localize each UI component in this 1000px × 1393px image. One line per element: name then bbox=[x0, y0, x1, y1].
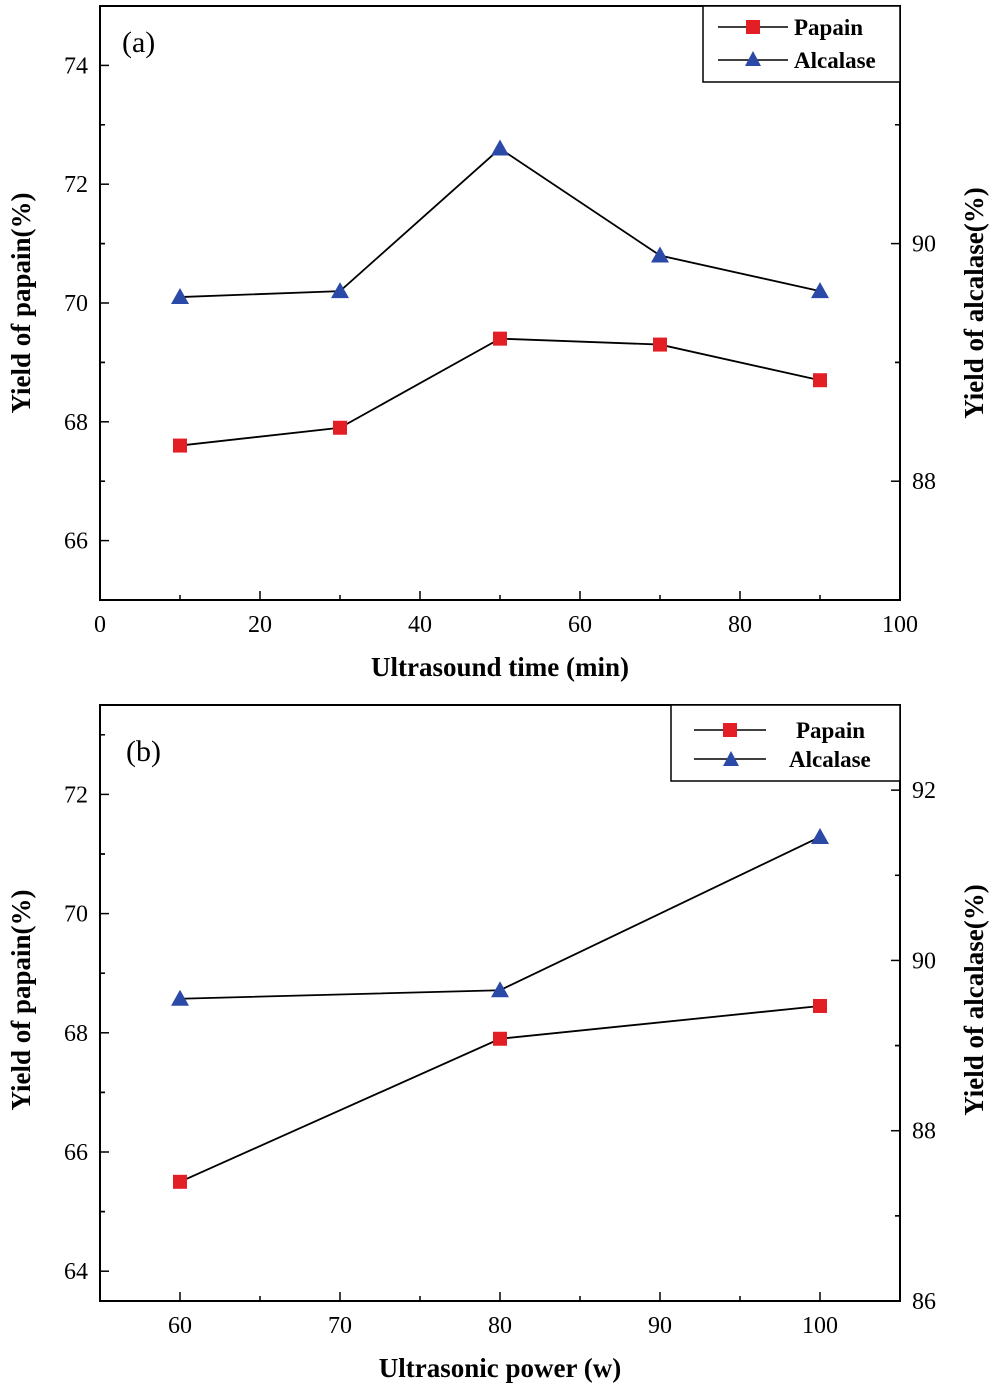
panel-a-series bbox=[171, 139, 829, 453]
panel-b-series bbox=[171, 827, 829, 1189]
panel-a-legend-alcalase-label: Alcalase bbox=[794, 48, 876, 73]
panel-b-chart: (b) 60 70 80 90 100 64 66 68 70 72 86 88 90 92 Ultras… bbox=[6, 704, 989, 1383]
panel-a-alcalase-point bbox=[491, 139, 509, 156]
panel-a-left-y-tick-label: 72 bbox=[64, 172, 88, 198]
panel-b-left-y-tick-label: 68 bbox=[64, 1021, 88, 1047]
panel-a-x-tick-label: 100 bbox=[882, 612, 918, 638]
panel-a-papain-point bbox=[813, 373, 827, 388]
panel-a-x-tick-label: 40 bbox=[408, 612, 432, 638]
panel-b-x-tick-label: 60 bbox=[168, 1313, 192, 1339]
panel-b-x-tick-label: 80 bbox=[488, 1313, 512, 1339]
panel-a-papain-point bbox=[493, 331, 507, 346]
panel-a-alcalase-point bbox=[651, 246, 669, 263]
panel-a-x-axis-title: Ultrasound time (min) bbox=[371, 652, 629, 682]
panel-b-right-axis-title: Yield of alcalase(%) bbox=[959, 884, 989, 1115]
panel-a-left-y-tick-label: 66 bbox=[64, 529, 88, 555]
panel-a-legend-alcalase-marker bbox=[745, 51, 761, 66]
panel-a-left-y-tick-label: 74 bbox=[64, 53, 88, 79]
panel-b-legend-papain-marker bbox=[723, 723, 737, 737]
panel-b-x-tick-label: 100 bbox=[802, 1313, 838, 1339]
panel-a-left-axis-title: Yield of papain(%) bbox=[6, 192, 36, 413]
panel-b-right-y-tick-label: 86 bbox=[912, 1289, 936, 1315]
panel-a-plot-frame bbox=[99, 5, 901, 601]
panel-b-ticks: 60 70 80 90 100 64 66 68 70 72 86 88 90 92 bbox=[64, 734, 936, 1339]
panel-b-right-y-tick-label: 92 bbox=[912, 778, 936, 804]
panel-b-legend-alcalase-label: Alcalase bbox=[789, 747, 871, 772]
panel-b-right-y-tick-label: 90 bbox=[912, 948, 936, 974]
panel-b-papain-point bbox=[813, 998, 827, 1013]
panel-b-label: (b) bbox=[126, 735, 161, 768]
panel-b-alcalase-point bbox=[811, 827, 829, 844]
panel-a-alcalase-point bbox=[331, 282, 349, 299]
panel-a-alcalase-point bbox=[171, 288, 189, 305]
panel-b-legend-papain-label: Papain bbox=[796, 718, 865, 743]
panel-a-right-y-tick-label: 90 bbox=[912, 232, 936, 258]
panel-b-x-tick-label: 90 bbox=[648, 1313, 672, 1339]
panel-a-right-y-tick-label: 88 bbox=[912, 469, 936, 495]
panel-b-alcalase-line bbox=[179, 836, 821, 1000]
panel-a-label: (a) bbox=[122, 26, 155, 59]
panel-a-papain-line bbox=[179, 337, 821, 447]
panel-a-chart: (a) 0 20 40 60 80 100 66 68 70 72 74 88 90 Ultrasoun… bbox=[6, 5, 989, 682]
panel-a-ticks: 0 20 40 60 80 100 66 68 70 72 74 88 90 bbox=[64, 53, 936, 638]
panel-b-left-y-tick-label: 70 bbox=[64, 902, 88, 928]
panel-a-x-tick-label: 0 bbox=[94, 612, 106, 638]
panel-b-x-tick-label: 70 bbox=[328, 1313, 352, 1339]
panel-a-right-axis-title: Yield of alcalase(%) bbox=[959, 187, 989, 418]
panel-b-legend: Papain Alcalase bbox=[670, 704, 901, 782]
panel-a-left-y-tick-label: 68 bbox=[64, 410, 88, 436]
panel-a-papain-point bbox=[653, 337, 667, 352]
panel-a-alcalase-point bbox=[811, 282, 829, 299]
panel-a-legend-papain-marker bbox=[746, 20, 760, 34]
panel-b-papain-point bbox=[493, 1031, 507, 1046]
panel-b-alcalase-point bbox=[491, 981, 509, 998]
panel-a-x-tick-label: 80 bbox=[728, 612, 752, 638]
panel-a-x-tick-label: 60 bbox=[568, 612, 592, 638]
panel-a-legend-box bbox=[702, 5, 901, 83]
panel-b-papain-point bbox=[173, 1174, 187, 1189]
panel-a-legend: Papain Alcalase bbox=[702, 5, 901, 83]
panel-b-legend-box bbox=[670, 704, 901, 782]
panel-a-papain-point bbox=[333, 420, 347, 435]
panel-b-plot-frame bbox=[99, 704, 901, 1302]
panel-a-x-tick-label: 20 bbox=[248, 612, 272, 638]
panel-a-left-y-tick-label: 70 bbox=[64, 291, 88, 317]
panel-a-alcalase-line bbox=[179, 147, 821, 298]
panel-b-x-axis-title: Ultrasonic power (w) bbox=[379, 1353, 621, 1383]
panel-b-legend-alcalase-marker bbox=[723, 751, 739, 766]
panel-b-alcalase-point bbox=[171, 989, 189, 1006]
panel-b-left-y-tick-label: 72 bbox=[64, 782, 88, 808]
panel-b-right-y-tick-label: 88 bbox=[912, 1119, 936, 1145]
panel-b-left-axis-title: Yield of papain(%) bbox=[6, 889, 36, 1110]
panel-a-papain-point bbox=[173, 438, 187, 453]
panel-b-left-y-tick-label: 64 bbox=[64, 1259, 88, 1285]
panel-b-left-y-tick-label: 66 bbox=[64, 1140, 88, 1166]
panel-a-legend-papain-label: Papain bbox=[794, 15, 863, 40]
